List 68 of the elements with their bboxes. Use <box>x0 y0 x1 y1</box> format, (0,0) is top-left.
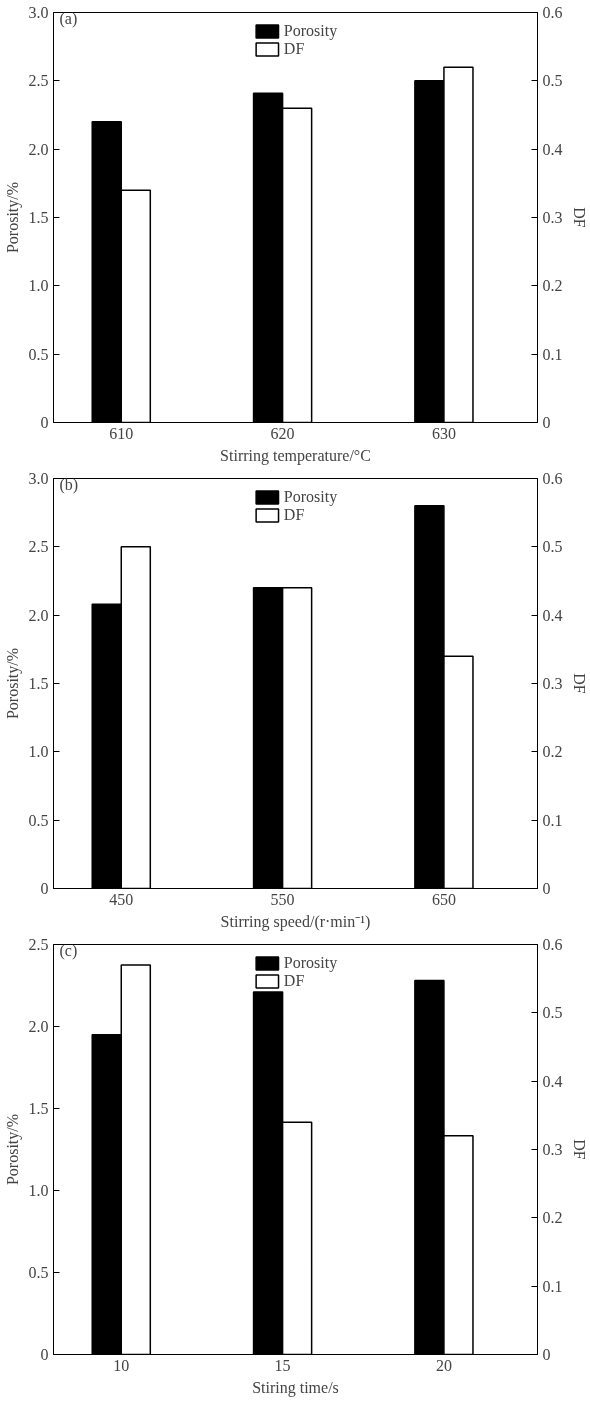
y-tick-label: 3.0 <box>28 470 49 487</box>
y-tick-label: 1.0 <box>28 277 49 295</box>
y2-tick-label: 0 <box>542 414 551 431</box>
annotation: (a) <box>59 9 78 28</box>
legend-label: Porosity <box>283 22 338 40</box>
legend-label: DF <box>283 40 305 58</box>
y-axis-title: Porosity/% <box>3 647 22 720</box>
y2-axis-title: DF <box>570 207 588 228</box>
y-tick-label: 0 <box>40 880 49 897</box>
x-tick-label: 550 <box>270 890 295 908</box>
y-tick-label: 2.0 <box>28 1018 49 1035</box>
x-axis-title: Stirring speed/(r·min⁻¹) <box>220 912 371 931</box>
y-tick-label: 0 <box>40 414 49 431</box>
y-tick-label: 2.0 <box>28 606 49 624</box>
y2-tick-label: 0.6 <box>542 4 563 21</box>
legend-label: Porosity <box>283 488 338 506</box>
y-tick-label: 0.5 <box>28 345 49 363</box>
y-tick-label: 1.5 <box>28 675 49 692</box>
y2-tick-label: 0.2 <box>542 277 563 295</box>
y-tick-label: 0.5 <box>28 811 49 829</box>
y-tick-label: 1.0 <box>28 743 49 761</box>
legend-label: DF <box>283 972 305 990</box>
x-tick-label: 650 <box>431 890 456 908</box>
y-tick-label: 2.5 <box>28 538 49 556</box>
y2-tick-label: 0.3 <box>542 1141 563 1158</box>
x-tick-label: 620 <box>270 424 295 442</box>
y-axis-title: Porosity/% <box>3 1113 22 1186</box>
x-tick-label: 630 <box>431 424 456 442</box>
y-tick-label: 0 <box>40 1346 49 1363</box>
y2-tick-label: 0.2 <box>542 743 563 761</box>
y2-axis-title: DF <box>570 1139 588 1160</box>
y2-tick-label: 0.6 <box>542 470 563 487</box>
x-tick-label: 20 <box>435 1356 452 1374</box>
y2-tick-label: 0.2 <box>542 1209 563 1227</box>
x-tick-label: 15 <box>274 1356 291 1374</box>
y2-tick-label: 0.4 <box>542 140 563 158</box>
x-axis-title: Stirring temperature/°C <box>220 446 371 465</box>
legend-label: DF <box>283 506 305 524</box>
y2-tick-label: 0.3 <box>542 209 563 226</box>
y-tick-label: 2.0 <box>28 140 49 158</box>
y2-tick-label: 0.4 <box>542 606 563 624</box>
y2-tick-label: 0.5 <box>542 538 563 556</box>
y2-axis-title: DF <box>570 673 588 694</box>
y2-tick-label: 0.4 <box>542 1072 563 1090</box>
y-tick-label: 1.0 <box>28 1182 49 1199</box>
y2-tick-label: 0.5 <box>542 1004 563 1022</box>
y2-tick-label: 0.1 <box>542 811 563 829</box>
y-tick-label: 3.0 <box>28 4 49 21</box>
y2-tick-label: 0.6 <box>542 936 563 953</box>
legend-label: Porosity <box>283 954 338 972</box>
y-tick-label: 1.5 <box>28 209 49 226</box>
y2-tick-label: 0.3 <box>542 675 563 692</box>
y-axis-title: Porosity/% <box>3 181 22 254</box>
y2-tick-label: 0.5 <box>542 72 563 90</box>
x-axis-title: Stiring time/s <box>252 1378 339 1397</box>
y2-tick-label: 0.1 <box>542 1277 563 1295</box>
y2-tick-label: 0 <box>542 880 551 897</box>
y2-tick-label: 0 <box>542 1346 551 1363</box>
x-tick-label: 610 <box>109 424 134 442</box>
x-tick-label: 10 <box>113 1356 130 1374</box>
annotation: (c) <box>59 941 78 960</box>
y-tick-label: 0.5 <box>28 1264 49 1281</box>
x-tick-label: 450 <box>109 890 134 908</box>
y2-tick-label: 0.1 <box>542 345 563 363</box>
y-tick-label: 2.5 <box>28 936 49 953</box>
y-tick-label: 1.5 <box>28 1100 49 1117</box>
y-tick-label: 2.5 <box>28 72 49 90</box>
annotation: (b) <box>59 475 79 494</box>
